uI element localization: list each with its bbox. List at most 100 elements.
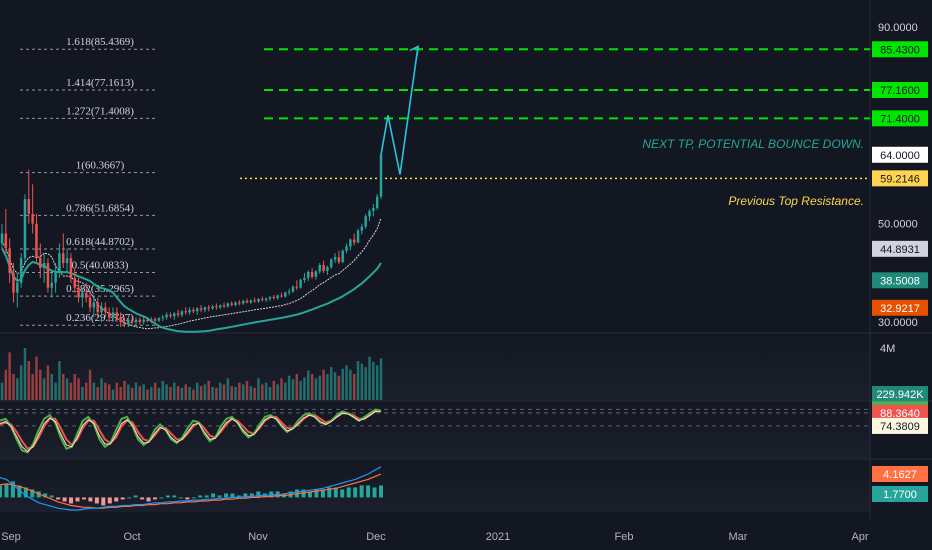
volume-bar: [130, 387, 134, 400]
volume-bar: [287, 375, 291, 400]
volume-bar: [356, 361, 360, 400]
volume-bar: [88, 369, 92, 400]
macd-histogram-bar: [23, 487, 28, 498]
candle-body: [356, 230, 360, 243]
candle-body: [16, 282, 19, 293]
macd-histogram-bar: [107, 497, 112, 504]
macd-histogram-bar: [172, 495, 177, 498]
price-badge-bg: [872, 146, 928, 163]
volume-bar: [218, 382, 222, 400]
macd-histogram-bar: [133, 495, 138, 498]
volume-bar: [19, 365, 23, 400]
candle-body: [195, 308, 199, 312]
candle-body: [303, 277, 306, 280]
candle-body: [134, 319, 138, 323]
moving-averages: [1, 218, 382, 333]
candle-body: [215, 306, 218, 308]
candle-body: [364, 216, 367, 227]
macd-histogram-bar: [88, 497, 93, 502]
volume-bar: [150, 387, 153, 400]
candle-body: [211, 306, 214, 309]
volume-bar: [238, 382, 241, 400]
volume-bar: [299, 380, 302, 400]
candle-body: [234, 302, 237, 305]
volume-bar: [58, 361, 61, 400]
candle-body: [100, 307, 103, 313]
annotation-resistance: Previous Top Resistance.: [728, 194, 864, 208]
candle-body: [318, 265, 321, 272]
volume-bar: [272, 380, 276, 400]
target-lines[interactable]: [264, 48, 870, 120]
candle-body: [272, 297, 276, 299]
time-axis-tick: Apr: [851, 531, 868, 543]
volume-value-badge: 229.942K: [872, 386, 928, 402]
macd-histogram-bar: [366, 485, 371, 498]
macd-histogram-bar: [159, 497, 164, 499]
price-badge-bg: [872, 170, 928, 187]
candle-body: [50, 282, 54, 288]
candle-body: [199, 308, 203, 310]
volume-bar: [4, 369, 8, 400]
fib-level-label: 1.272(71.4008): [66, 105, 134, 117]
volume-bar: [234, 387, 237, 400]
volume-bar: [345, 365, 348, 400]
volume-pane: [0, 348, 383, 400]
volume-bar: [291, 379, 295, 400]
volume-bar: [215, 387, 218, 400]
volume-bar: [314, 378, 318, 400]
candle-body: [203, 307, 207, 310]
volume-bar: [337, 375, 341, 400]
fib-level-label: 1.414(77.1613): [66, 77, 134, 89]
price-badge-label: 32.9217: [880, 303, 920, 315]
price-badge-label: 77.1600: [880, 85, 920, 97]
candle-body: [341, 250, 344, 263]
candle-body: [35, 223, 38, 259]
candle-body: [375, 196, 379, 208]
oscillator-value-badge: 88.3640: [872, 404, 928, 421]
candle-body: [276, 295, 279, 299]
volume-bar: [249, 386, 253, 400]
candle-body: [180, 311, 184, 315]
volume-bar: [62, 374, 65, 400]
price-badge-label: 4.1627: [883, 469, 917, 481]
price-badge-label: 85.4300: [880, 44, 920, 56]
volume-bar: [257, 378, 260, 400]
volume-bar: [173, 382, 176, 400]
macd-histogram-bar: [333, 487, 338, 498]
price-badge-bg: [872, 41, 928, 58]
volume-bar: [188, 387, 191, 400]
price-badge-label: 71.4000: [880, 113, 920, 125]
projection-path[interactable]: [380, 45, 419, 175]
price-badge-label: 229.942K: [876, 389, 924, 401]
volume-bar: [199, 386, 203, 400]
price-axis[interactable]: 90.0000 50.0000 30.0000 85.4300 77.1600 71.40…: [872, 22, 928, 502]
volume-bar: [107, 384, 111, 400]
time-axis[interactable]: Sep Oct Nov Dec 2021 Feb Mar Apr: [1, 531, 869, 543]
volume-bar: [142, 384, 145, 400]
candle-body: [130, 319, 134, 323]
macd-histogram-bar: [256, 491, 261, 498]
volume-bar: [310, 374, 314, 400]
volume-bar: [318, 375, 321, 400]
fibonacci-retracement[interactable]: 1.618(85.4369) 1.414(77.1613) 1.272(71.400…: [20, 36, 158, 326]
macd-histogram-bar: [0, 485, 2, 498]
price-badge-bg: [872, 417, 928, 434]
fib-level-label: 0.382(35.2965): [66, 283, 134, 295]
macd-line: [0, 466, 382, 511]
macd-histogram-bar: [43, 493, 48, 498]
macd-histogram-bar: [94, 497, 99, 504]
candle-body: [352, 239, 356, 243]
candle-body: [107, 312, 111, 318]
candle-body: [268, 297, 272, 299]
time-axis-tick: Nov: [248, 531, 268, 543]
macd-histogram-bar: [165, 495, 170, 498]
volume-bar: [226, 378, 230, 400]
volume-bar: [241, 384, 245, 400]
volume-bar: [161, 380, 165, 400]
projection-line: [380, 46, 419, 175]
candle-body: [123, 322, 126, 325]
price-badge-label: 1.7700: [883, 489, 917, 501]
volume-scale-label: 4M: [880, 343, 895, 355]
macd-histogram-bar: [69, 497, 74, 504]
